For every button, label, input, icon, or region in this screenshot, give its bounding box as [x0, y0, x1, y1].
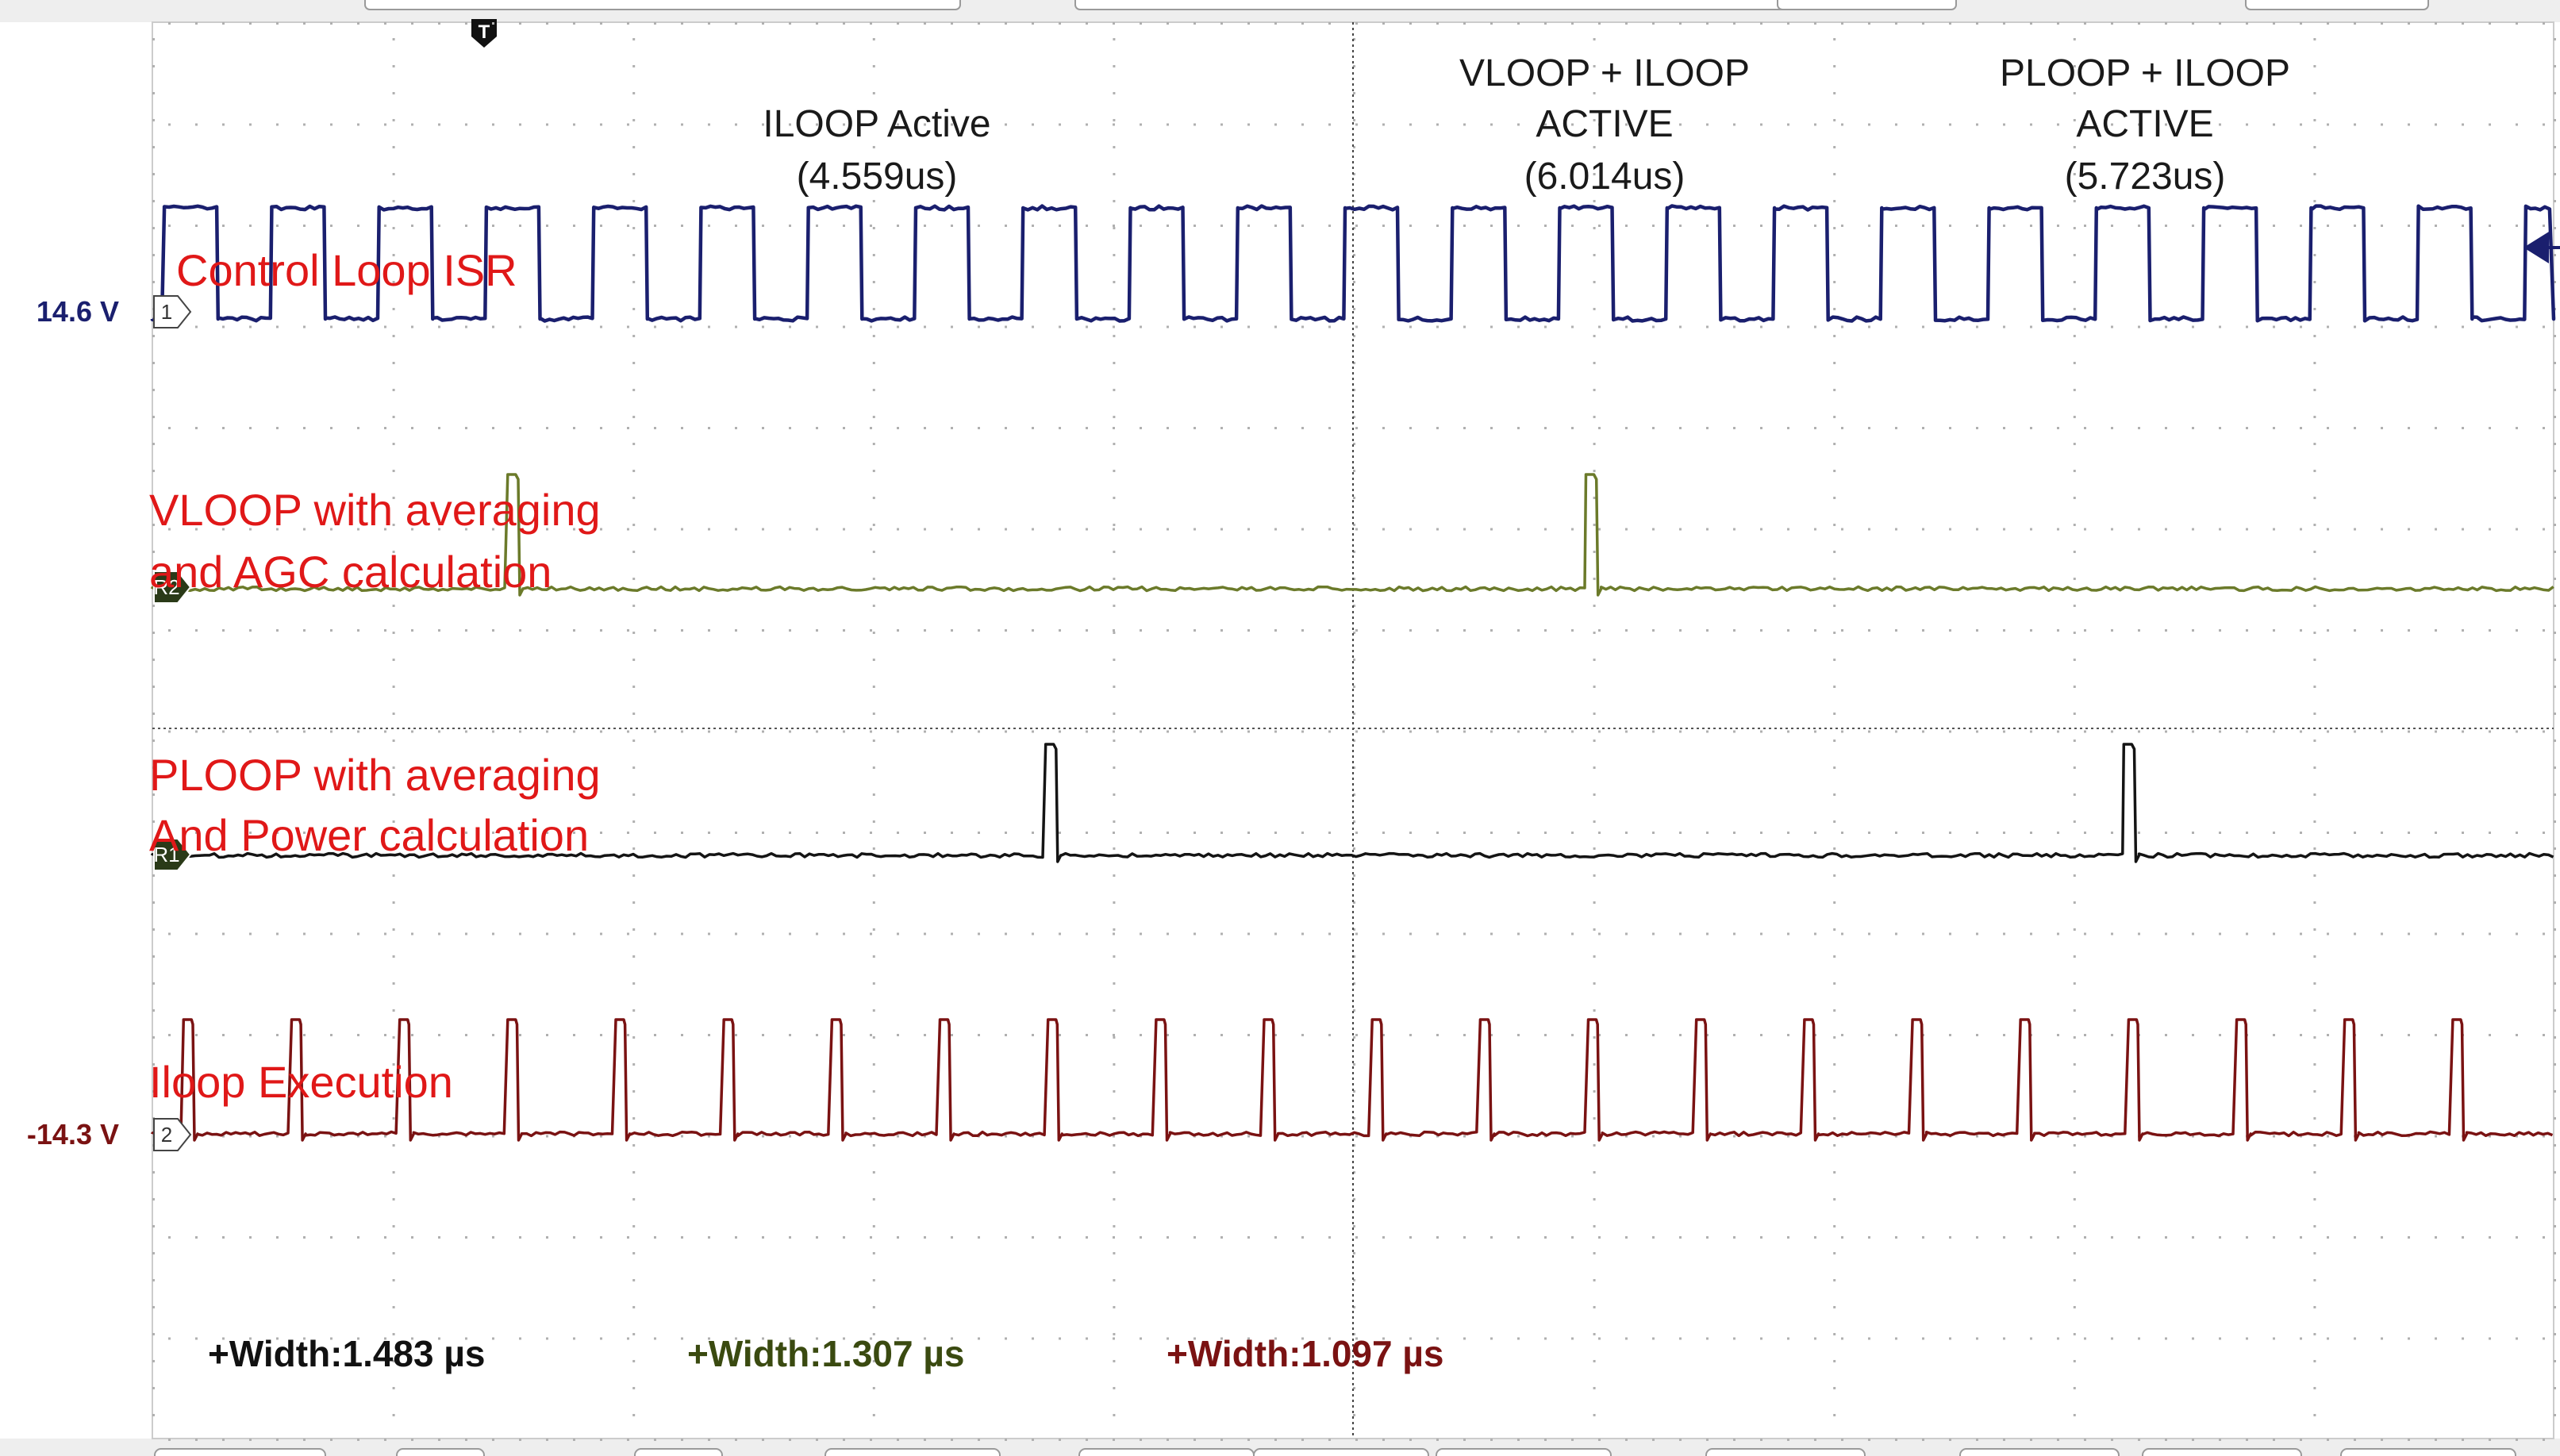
bottom-toolbar-button [154, 1448, 326, 1456]
top-toolbar-tab [364, 0, 961, 10]
labels: 1 14.6 V R2 R1 2 -14.3 V Control Loop ISR VLOOP… [27, 52, 2560, 1374]
level-readout-ch1: 14.6 V [37, 295, 119, 328]
label-ploop-line1: PLOOP with averaging [149, 750, 601, 800]
annotation-2-line-1: VLOOP + ILOOP [1459, 52, 1750, 94]
trace-r1 [151, 743, 2554, 863]
channel-tag-r2 [153, 570, 192, 604]
graticule [152, 22, 2556, 1441]
annotation-2-line-3: (6.014us) [1524, 156, 1686, 198]
channel-tag-text-ch1: 1 [161, 300, 172, 324]
channel-tag-ch2 [153, 1118, 192, 1151]
channel-tag-r1 [153, 838, 192, 871]
measurement-readout-1: +Width:1.483 µs [208, 1333, 485, 1374]
channel-tag-text-r1: R1 [153, 843, 179, 866]
annotation-1-line-2: (4.559us) [797, 156, 958, 198]
annotation-2-line-2: ACTIVE [1536, 103, 1673, 145]
bottom-toolbar-button [1436, 1448, 1612, 1456]
annotation-3-line-3: (5.723us) [2065, 156, 2226, 198]
bottom-toolbar-button [2142, 1448, 2302, 1456]
level-readout-ch2: -14.3 V [27, 1118, 119, 1151]
channel-tag-text-r2: R2 [153, 575, 179, 599]
trigger-marker-icon [471, 19, 497, 48]
bottom-toolbar-button [1959, 1448, 2120, 1456]
plot-area [152, 21, 2554, 1439]
channel-tag-text-ch2: 2 [161, 1123, 172, 1147]
label-control-loop-isr: Control Loop ISR [176, 245, 517, 295]
trace-ch2 [151, 1018, 2554, 1142]
bottom-toolbar-button [396, 1448, 485, 1456]
trace-ch1 [150, 204, 2556, 323]
top-toolbar-tab [2245, 0, 2429, 10]
bottom-toolbar-button [825, 1448, 1001, 1456]
bottom-toolbar-button [634, 1448, 723, 1456]
trace-r2 [151, 473, 2554, 597]
channel-tag-ch1 [153, 295, 192, 328]
bottom-toolbar-button [1705, 1448, 1866, 1456]
measurement-readout-2: +Width:1.307 µs [687, 1333, 964, 1374]
top-toolbar-tab [1777, 0, 1957, 10]
label-iloop-execution: Iloop Execution [149, 1057, 453, 1107]
label-ploop-line2: And Power calculation [149, 810, 589, 860]
ch1-offset-arrow-icon [2523, 232, 2549, 263]
annotation-3-line-1: PLOOP + ILOOP [2000, 52, 2290, 94]
bottom-toolbar-button [1078, 1448, 1255, 1456]
trigger-marker-label: T [479, 21, 490, 43]
traces [150, 204, 2556, 1142]
measurement-readout-3: +Width:1.097 µs [1167, 1333, 1443, 1374]
label-vloop-line2: and AGC calculation [149, 547, 552, 597]
label-vloop-line1: VLOOP with averaging [149, 485, 601, 535]
bottom-toolbar-button [2340, 1448, 2516, 1456]
annotation-1-line-1: ILOOP Active [763, 103, 990, 145]
bottom-toolbar-button [1253, 1448, 1429, 1456]
annotation-3-line-2: ACTIVE [2076, 103, 2213, 145]
